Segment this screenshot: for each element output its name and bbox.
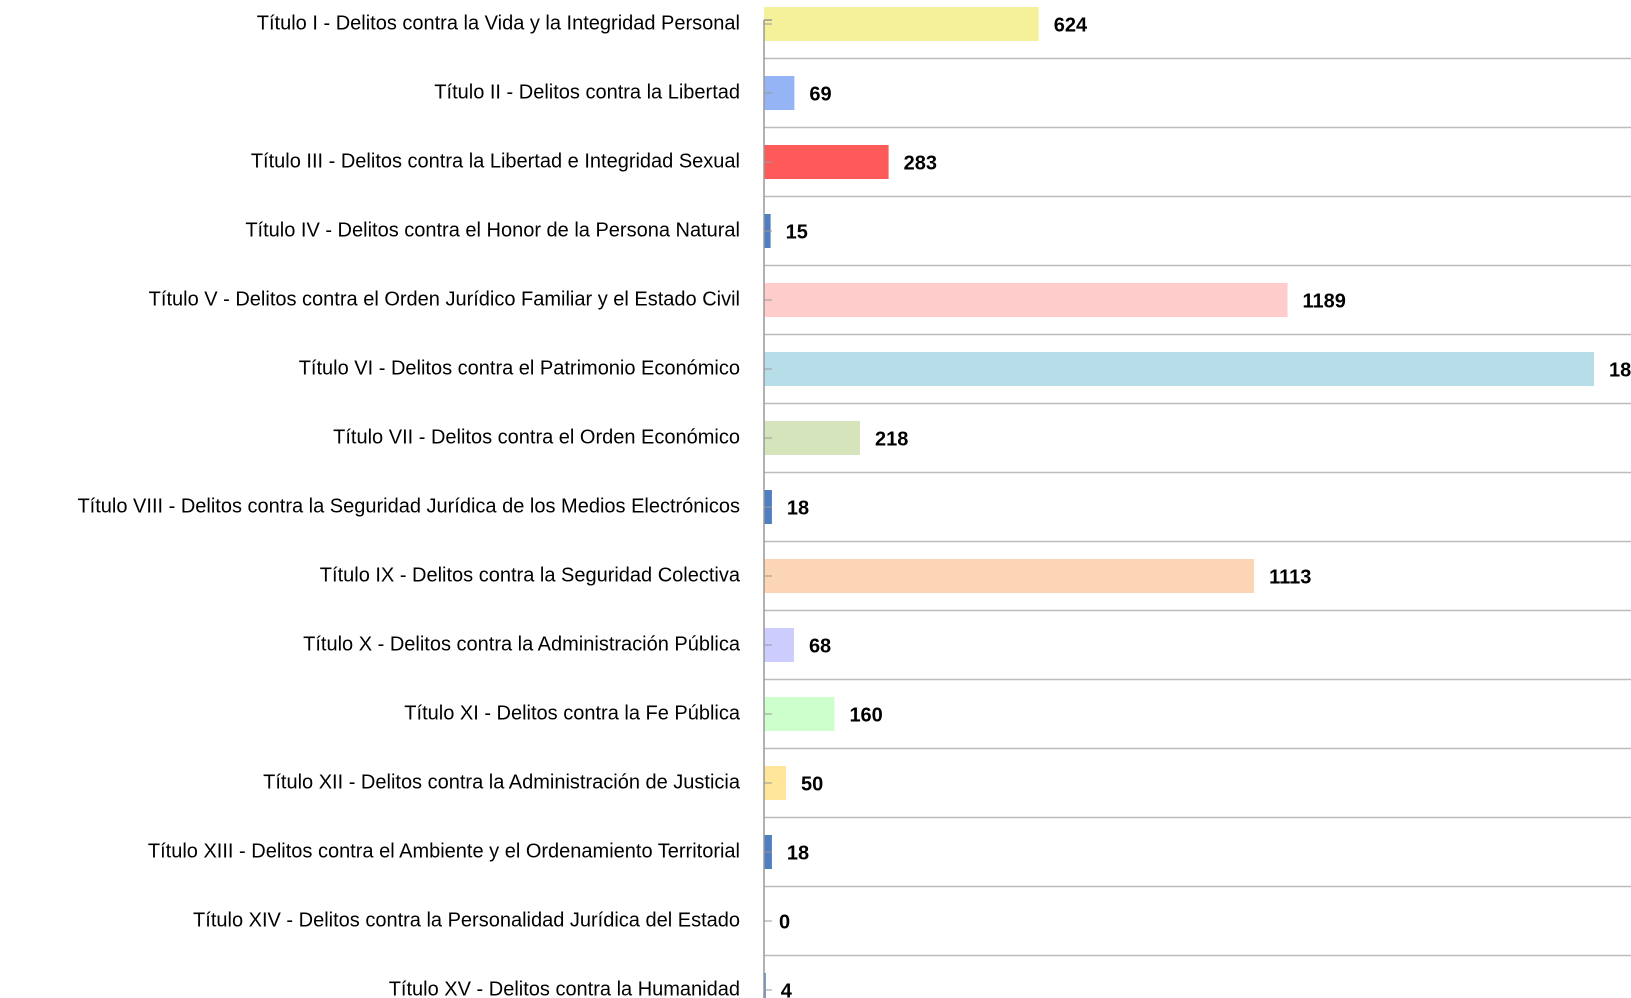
category-label: Título XIII - Delitos contra el Ambiente…: [148, 840, 740, 862]
category-label: Título IV - Delitos contra el Honor de l…: [245, 219, 740, 241]
value-label: 218: [875, 428, 908, 450]
category-label: Título V - Delitos contra el Orden Juríd…: [149, 288, 740, 310]
bar: [764, 145, 889, 179]
category-label: Título VII - Delitos contra el Orden Eco…: [333, 426, 740, 448]
value-label: 18: [787, 842, 809, 864]
value-label: 1113: [1269, 566, 1311, 588]
value-label: 624: [1054, 14, 1088, 36]
category-label: Título VIII - Delitos contra la Segurida…: [77, 495, 740, 517]
bar: [764, 697, 835, 731]
category-label: Título I - Delitos contra la Vida y la I…: [257, 12, 740, 34]
bar: [764, 352, 1594, 386]
category-label: Título IX - Delitos contra la Seguridad …: [320, 564, 741, 586]
value-label: 50: [801, 773, 823, 795]
value-label: 1885: [1609, 359, 1631, 381]
value-label: 1189: [1303, 290, 1346, 312]
bar: [764, 7, 1039, 41]
bar: [764, 973, 766, 998]
category-label: Título X - Delitos contra la Administrac…: [303, 633, 741, 655]
category-label: Título II - Delitos contra la Libertad: [434, 81, 740, 103]
category-label: Título XIV - Delitos contra la Personali…: [193, 909, 740, 931]
value-label: 69: [809, 83, 831, 105]
value-label: 160: [849, 704, 882, 726]
category-label: Título XI - Delitos contra la Fe Pública: [404, 702, 741, 724]
bar: [764, 559, 1255, 593]
category-label: Título XV - Delitos contra la Humanidad: [389, 978, 740, 998]
bar: [764, 283, 1288, 317]
value-label: 15: [786, 221, 808, 243]
value-label: 0: [779, 911, 790, 933]
category-label: Título III - Delitos contra la Libertad …: [251, 150, 740, 172]
category-label: Título VI - Delitos contra el Patrimonio…: [299, 357, 740, 379]
value-label: 283: [904, 152, 937, 174]
value-label: 18: [787, 497, 809, 519]
value-label: 68: [809, 635, 831, 657]
value-label: 4: [781, 980, 793, 998]
category-label: Título XII - Delitos contra la Administr…: [263, 771, 741, 793]
bar: [764, 421, 860, 455]
bar: [764, 766, 787, 800]
